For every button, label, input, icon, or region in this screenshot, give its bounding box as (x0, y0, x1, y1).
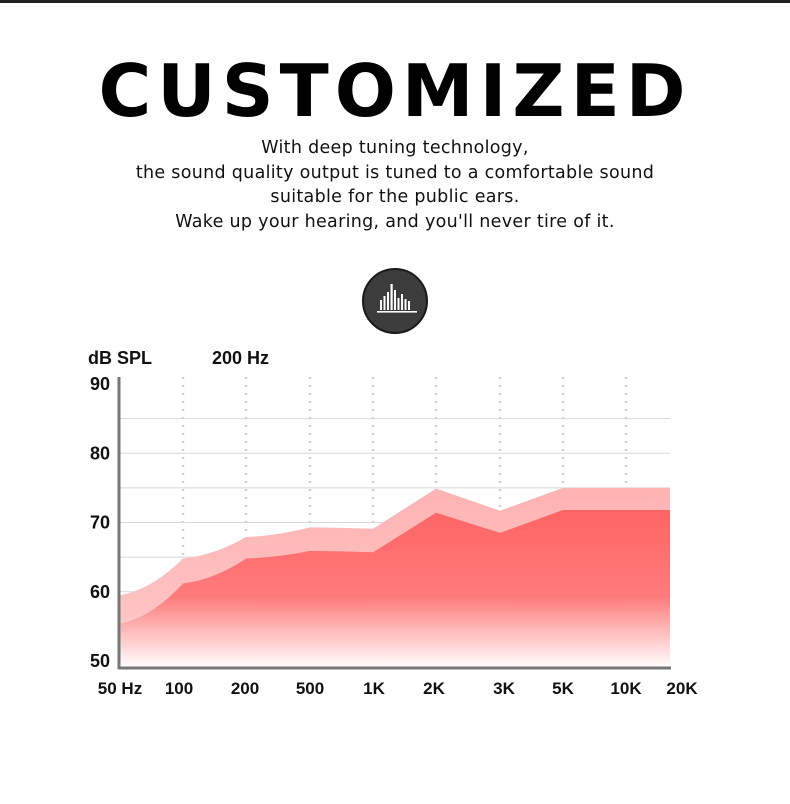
y-tick-label: 50 (90, 651, 110, 671)
x-tick-label: 200 (231, 679, 259, 698)
x-tick-label: 2K (423, 679, 445, 698)
x-tick-label: 50 Hz (98, 679, 142, 698)
y-tick-labels: 90 80 70 60 50 (90, 374, 110, 671)
equalizer-icon (377, 284, 417, 313)
x-tick-label: 20K (666, 679, 698, 698)
area-dark (120, 510, 670, 668)
x-tick-label: 100 (165, 679, 193, 698)
equalizer-badge (362, 268, 428, 334)
description-line: Wake up your hearing, and you'll never t… (175, 211, 615, 232)
x-tick-label: 500 (296, 679, 324, 698)
y-axis-label: dB SPL (88, 348, 152, 368)
frequency-annotation: 200 Hz (212, 348, 269, 368)
page-title: CUSTOMIZED (98, 49, 692, 133)
description-line: the sound quality output is tuned to a c… (135, 162, 655, 183)
description-line: suitable for the public ears. (270, 187, 520, 207)
y-tick-label: 60 (90, 582, 110, 602)
y-tick-label: 80 (90, 443, 110, 463)
frequency-response-chart: dB SPL 200 Hz 90 80 70 60 50 50 Hz 100 200 500 1… (88, 348, 699, 698)
x-tick-label: 1K (363, 679, 385, 698)
x-tick-labels: 50 Hz 100 200 500 1K 2K 3K 5K 10K 20K (98, 679, 699, 698)
series-areas (120, 487, 670, 668)
y-tick-label: 70 (90, 513, 110, 533)
y-tick-label: 90 (90, 374, 110, 394)
x-tick-label: 3K (493, 679, 515, 698)
description: With deep tuning technology, the sound q… (0, 136, 790, 234)
top-border (0, 0, 790, 3)
description-line: With deep tuning technology, (261, 138, 529, 158)
x-tick-label: 10K (610, 679, 642, 698)
x-tick-label: 5K (552, 679, 574, 698)
